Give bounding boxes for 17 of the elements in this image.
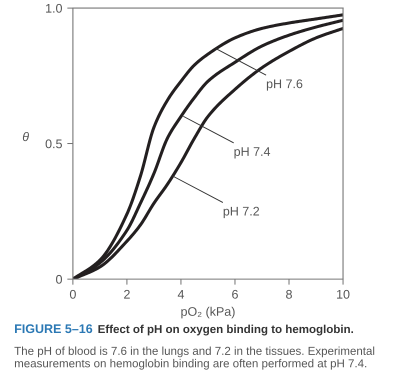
x-axis-title: pO₂ (kPa) bbox=[181, 306, 235, 318]
annotation: pH 7.2 bbox=[224, 206, 260, 218]
y-axis-title: θ bbox=[22, 132, 29, 142]
annotation: pH 7.6 bbox=[266, 79, 302, 91]
x-tick-label: 4 bbox=[178, 290, 184, 299]
x-tick-label: 6 bbox=[232, 290, 238, 299]
caption: FIGURE 5–16 bbox=[15, 324, 92, 334]
y-tick-label: 1.0 bbox=[46, 4, 62, 13]
text: Effect of pH on oxygen binding to hemoglobin. bbox=[98, 324, 354, 336]
x-tick-label: 0 bbox=[70, 290, 76, 299]
y-tick-label: 0.5 bbox=[46, 139, 62, 148]
annotation: pH 7.4 bbox=[234, 147, 270, 158]
x-tick-label: 2 bbox=[124, 290, 130, 299]
y-tick-label: 0 bbox=[56, 274, 62, 284]
text: The pH of blood is 7.6 in the lungs and 7.2 in the tissues. Experimental measurements on hemoglobin binding are often performed at pH 7.4. bbox=[14, 346, 374, 370]
x-tick-label: 10 bbox=[337, 290, 350, 299]
x-tick-label: 8 bbox=[286, 290, 292, 299]
